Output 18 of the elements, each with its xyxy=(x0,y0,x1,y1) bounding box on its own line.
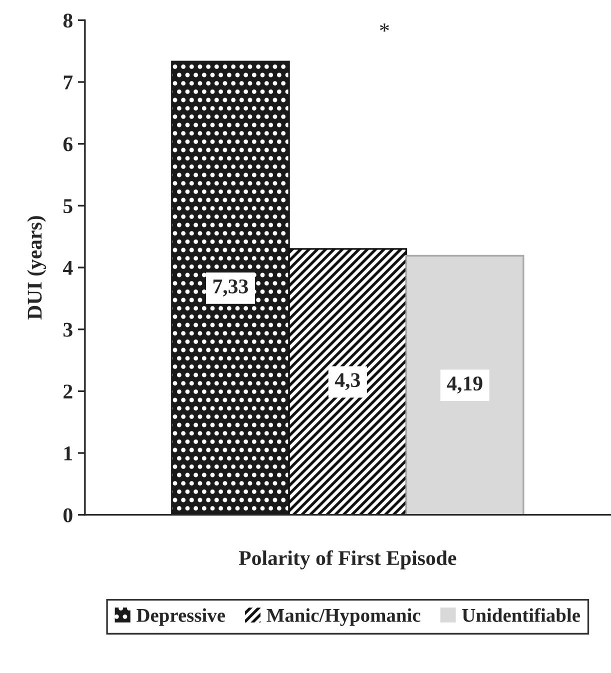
y-tick-label: 2 xyxy=(64,384,72,398)
y-tick-label: 4 xyxy=(62,261,73,275)
annotation: * xyxy=(380,24,389,32)
legend-label: Depressive xyxy=(136,608,226,626)
y-tick-label: 0 xyxy=(64,508,72,522)
y-tick-label: 3 xyxy=(63,322,72,337)
legend-label: Unidentifiable xyxy=(462,608,580,622)
y-tick-label: 5 xyxy=(64,199,72,214)
data-label: 4,3 xyxy=(334,373,360,390)
y-tick-label: 1 xyxy=(64,446,72,460)
y-axis-title: DUI (years) xyxy=(27,216,46,320)
legend-label: Manic/Hypomanic xyxy=(266,608,420,626)
y-tick-label: 8 xyxy=(63,14,72,28)
data-label: 7,33 xyxy=(213,279,248,296)
data-label: 4,19 xyxy=(446,376,482,394)
x-axis-title: Polarity of First Episode xyxy=(238,550,456,570)
y-tick-label: 7 xyxy=(64,76,73,90)
y-tick-label: 6 xyxy=(63,137,73,152)
